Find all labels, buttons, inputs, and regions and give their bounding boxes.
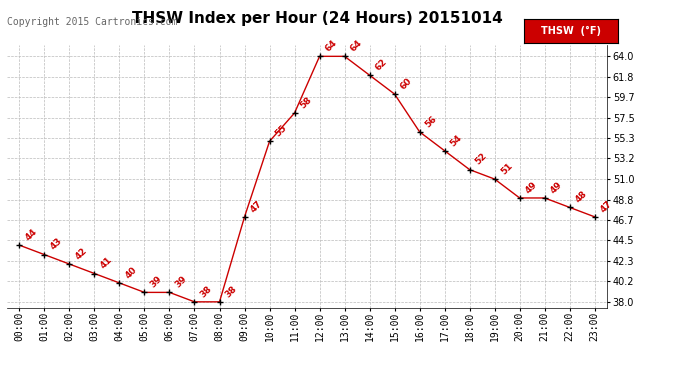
- Text: 38: 38: [199, 284, 214, 299]
- Text: THSW Index per Hour (24 Hours) 20151014: THSW Index per Hour (24 Hours) 20151014: [132, 11, 503, 26]
- Text: 47: 47: [248, 199, 264, 214]
- Text: 48: 48: [574, 189, 589, 205]
- Text: 60: 60: [399, 76, 414, 92]
- Text: 56: 56: [424, 114, 439, 129]
- Text: 40: 40: [124, 265, 139, 280]
- Text: 43: 43: [48, 237, 64, 252]
- Text: 42: 42: [74, 246, 89, 261]
- Text: 44: 44: [23, 227, 39, 242]
- Text: 58: 58: [299, 95, 314, 110]
- Text: 52: 52: [474, 152, 489, 167]
- Text: 38: 38: [224, 284, 239, 299]
- Text: 39: 39: [148, 274, 164, 290]
- Text: 47: 47: [599, 199, 614, 214]
- Text: 64: 64: [348, 38, 364, 54]
- Text: 64: 64: [324, 38, 339, 54]
- Text: 55: 55: [274, 123, 289, 138]
- Text: THSW  (°F): THSW (°F): [541, 26, 601, 36]
- Text: 54: 54: [448, 133, 464, 148]
- Text: 41: 41: [99, 255, 114, 271]
- Text: 51: 51: [499, 161, 514, 176]
- Text: 39: 39: [174, 274, 189, 290]
- Text: 62: 62: [374, 57, 389, 72]
- Text: 49: 49: [549, 180, 564, 195]
- Text: Copyright 2015 Cartronics.com: Copyright 2015 Cartronics.com: [7, 17, 177, 27]
- Text: 49: 49: [524, 180, 539, 195]
